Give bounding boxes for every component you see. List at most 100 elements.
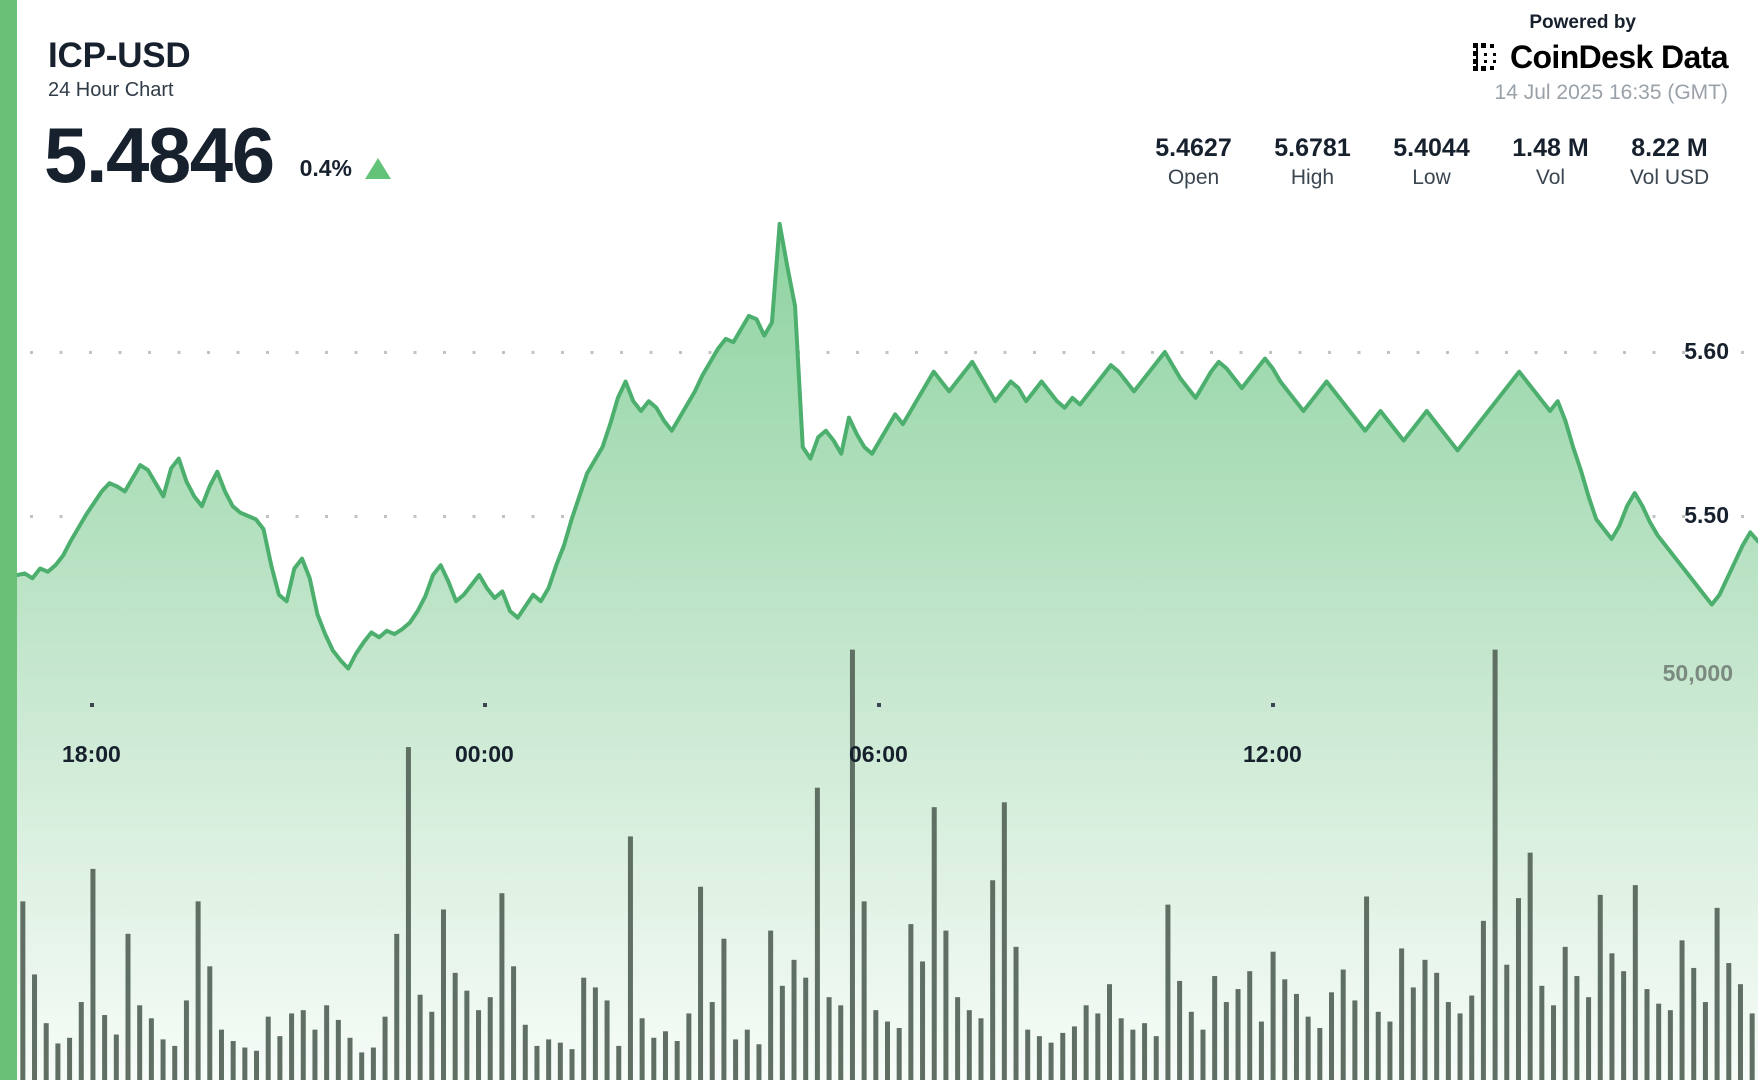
volume-bar [1329, 992, 1335, 1080]
volume-bar [440, 909, 446, 1080]
grid-dot [443, 515, 446, 518]
volume-bar [896, 1028, 902, 1080]
volume-bar [1282, 979, 1288, 1080]
volume-bar [1597, 894, 1603, 1080]
volume-bar [1153, 1036, 1159, 1080]
grid-dot [1033, 351, 1036, 354]
grid-dot [1593, 351, 1597, 354]
volume-bar [137, 1005, 143, 1080]
time-tick-label-1: 00:00 [455, 741, 514, 767]
volume-bar [557, 1042, 563, 1080]
grid-dot [885, 351, 889, 354]
price-line [15, 221, 1758, 671]
grid-dot [413, 351, 417, 354]
time-tick-mark [483, 703, 487, 707]
volume-bar [1586, 997, 1592, 1080]
volume-bar [1632, 885, 1638, 1080]
volume-bar [1469, 995, 1475, 1080]
volume-bar [148, 1018, 154, 1080]
volume-bar [768, 930, 774, 1080]
volume-bar [405, 747, 411, 1080]
grid-dot [679, 351, 682, 354]
grid-dot [1003, 351, 1007, 354]
volume-bar [1071, 1026, 1077, 1080]
volume-bar [1305, 1016, 1311, 1080]
grid-dot [1446, 351, 1449, 354]
grid-dot [856, 351, 859, 354]
volume-bar [698, 886, 704, 1080]
grid-dot [1180, 351, 1184, 354]
grid-dot [974, 351, 977, 354]
grid-dot [1416, 351, 1420, 354]
volume-bar [113, 1034, 119, 1080]
volume-bar [1504, 964, 1510, 1080]
volume-bar [487, 997, 493, 1080]
volume-bar [978, 1018, 984, 1080]
volume-bar [1118, 1018, 1124, 1080]
volume-bar [277, 1036, 283, 1080]
volume-bar [1165, 904, 1171, 1080]
grid-dot [30, 515, 33, 518]
volume-bar [464, 990, 470, 1080]
volume-bar [1445, 1002, 1451, 1080]
volume-bar [452, 972, 458, 1080]
volume-bar [861, 901, 867, 1080]
time-tick-mark [90, 703, 94, 707]
volume-bar [546, 1039, 552, 1080]
left-accent-rail [0, 0, 17, 1080]
grid-dot [531, 515, 535, 518]
volume-bar [1387, 1021, 1393, 1080]
volume-bar [1048, 1042, 1054, 1080]
volume-bar [1527, 852, 1533, 1080]
volume-bar [429, 1011, 435, 1080]
volume-bar [207, 966, 213, 1080]
volume-bar [230, 1041, 236, 1080]
volume-bar [417, 994, 423, 1080]
grid-dot [590, 351, 594, 354]
volume-bar [242, 1047, 248, 1080]
grid-dot [1387, 351, 1390, 354]
volume-bar [1457, 1013, 1463, 1080]
volume-bar [172, 1045, 178, 1080]
volume-bar [955, 997, 961, 1080]
grid-dot [472, 351, 476, 354]
volume-bar [604, 1000, 610, 1080]
volume-bar [662, 1031, 668, 1080]
volume-bar [1621, 971, 1627, 1080]
volume-bar [1013, 946, 1019, 1080]
volume-bar [920, 961, 926, 1080]
volume-bars-layer [20, 649, 1755, 1080]
grid-dot [1741, 515, 1744, 518]
volume-bar [721, 938, 727, 1080]
grid-dot [1682, 351, 1685, 354]
volume-bar [265, 1016, 271, 1080]
volume-bar [814, 787, 820, 1080]
grid-dot [266, 351, 269, 354]
grid-dot [89, 351, 92, 354]
grid-dot [413, 515, 417, 518]
time-tick-label-0: 18:00 [62, 741, 121, 767]
grid-dot [1121, 351, 1125, 354]
grid-dot [531, 351, 535, 354]
volume-bar [990, 880, 996, 1080]
volume-bar [1142, 1023, 1148, 1080]
grid-dot [1711, 515, 1715, 518]
volume-bar [674, 1041, 680, 1080]
volume-bar [1001, 802, 1007, 1080]
volume-bar [55, 1043, 61, 1080]
volume-bar [1410, 987, 1416, 1080]
grid-dot [1534, 351, 1538, 354]
grid-dot [1505, 351, 1508, 354]
volume-bar [300, 1010, 306, 1080]
grid-dot [1239, 351, 1243, 354]
volume-bar [592, 987, 598, 1080]
volume-bar [1060, 1032, 1066, 1080]
grid-dot [1357, 351, 1361, 354]
volume-bar [370, 1047, 376, 1080]
volume-bar [849, 649, 855, 1080]
grid-dot [1711, 351, 1715, 354]
volume-bar [335, 1019, 341, 1080]
volume-bar [1737, 984, 1743, 1080]
